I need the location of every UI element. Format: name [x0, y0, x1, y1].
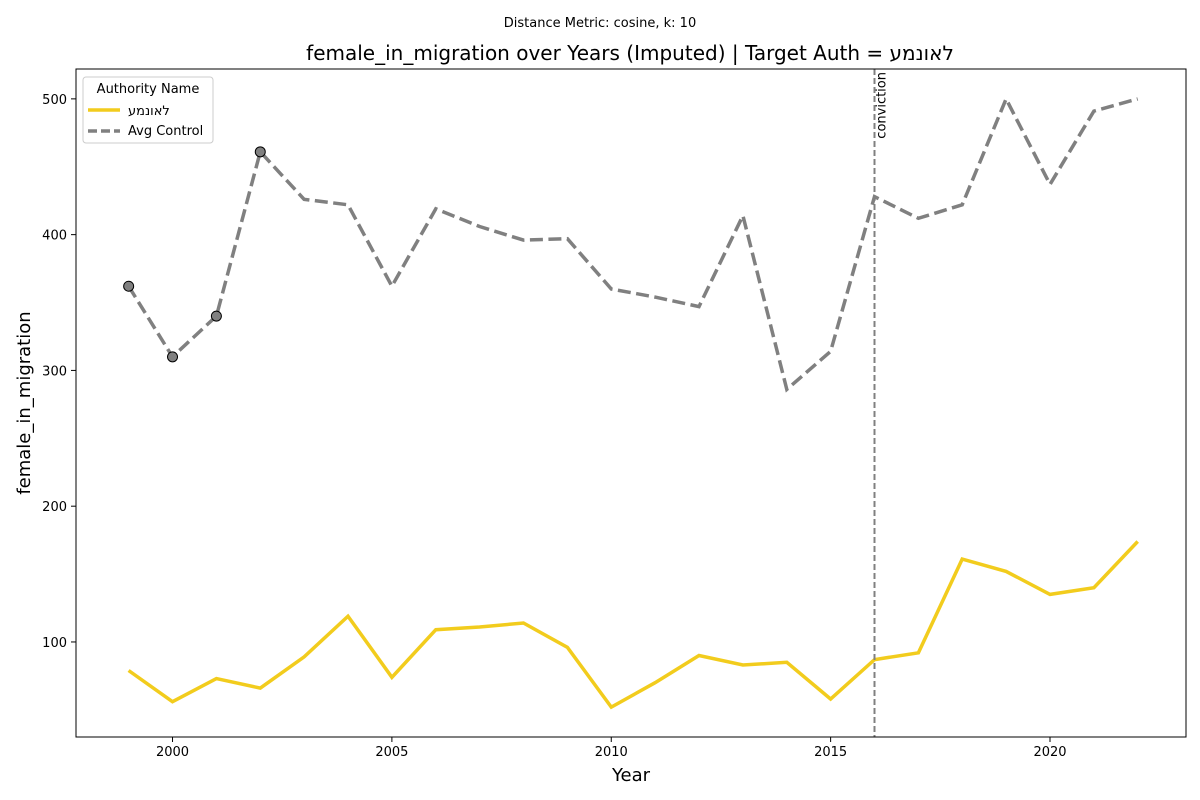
x-tick-label: 2020 [1033, 745, 1066, 760]
x-tick-label: 2005 [375, 745, 408, 760]
legend: Authority Name לאונמע Avg Control [82, 76, 214, 144]
y-tick-label: 200 [42, 500, 67, 515]
x-tick-label: 2000 [156, 745, 189, 760]
y-tick-label: 100 [42, 636, 67, 651]
chart-title: female_in_migration over Years (Imputed)… [306, 41, 954, 65]
x-axis-label: Year [611, 765, 651, 786]
legend-label-avg-control: Avg Control [128, 124, 203, 139]
legend-box [82, 76, 214, 144]
plot-frame [75, 68, 1187, 738]
y-axis-label: female_in_migration [14, 311, 35, 494]
y-tick-label: 500 [42, 93, 67, 108]
y-tick-label: 400 [42, 229, 67, 244]
series-line-target [127, 540, 1139, 710]
series-line-avg-control [127, 94, 1139, 393]
chart-suptitle: Distance Metric: cosine, k: 10 [504, 16, 696, 31]
imputed-marker [254, 146, 266, 158]
legend-label-target: לאונמע [128, 104, 170, 119]
y-tick-label: 300 [42, 364, 67, 379]
conviction-label: conviction [874, 72, 889, 139]
imputed-marker [210, 310, 222, 322]
imputed-marker [167, 351, 179, 363]
imputed-marker [123, 280, 135, 292]
plot-area: 2000 2005 2010 2015 2020 100 200 300 400 500 convi… [42, 69, 1139, 760]
x-tick-label: 2015 [814, 745, 847, 760]
legend-title: Authority Name [97, 82, 200, 97]
x-tick-label: 2010 [595, 745, 628, 760]
